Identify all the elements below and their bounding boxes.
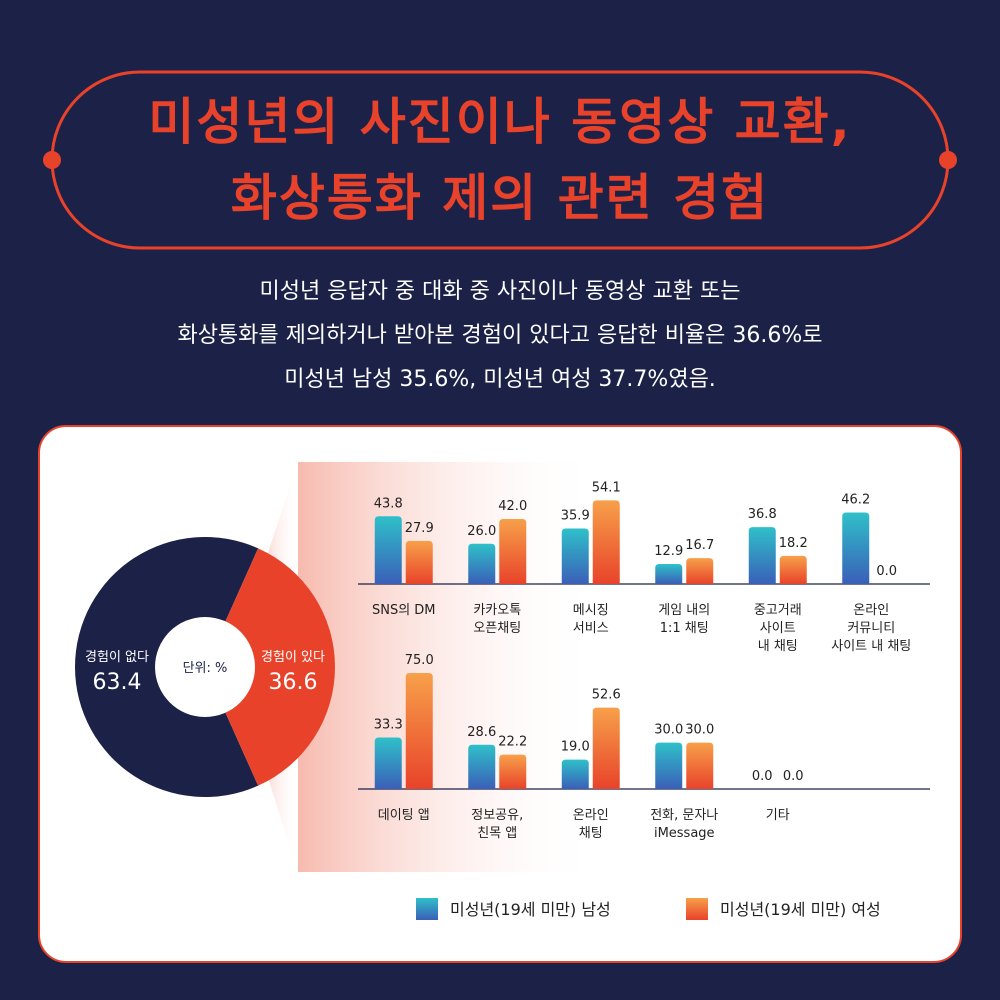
bar-value-label: 35.9	[561, 508, 590, 523]
category-label: 정보공유,	[471, 808, 523, 823]
category-label: 온라인	[573, 808, 609, 823]
category-label: 온라인	[853, 603, 889, 618]
bar-value-label: 0.0	[783, 769, 804, 784]
category-label: 게임 내의	[658, 603, 710, 618]
bar-male	[842, 512, 870, 584]
bar-value-label: 19.0	[561, 740, 590, 755]
bar-female	[686, 558, 714, 584]
pie-slice-label: 경험이 없다	[85, 650, 149, 665]
category-label: 데이팅 앱	[378, 808, 430, 823]
pie-chart: 경험이 없다 63.4 경험이 있다 36.6 단위: %	[74, 537, 335, 797]
bar-male	[374, 516, 402, 584]
category-label: 사이트	[760, 621, 796, 636]
bar-female	[499, 754, 527, 789]
pie-callout-fan-extension	[298, 462, 600, 872]
summary-line-2: 화상통화를 제의하거나 받아본 경험이 있다고 응답한 비율은 36.6%로	[177, 323, 823, 348]
title-frame-right-dot	[939, 151, 957, 169]
bar-female	[592, 500, 620, 584]
category-label: 카카오톡	[473, 603, 521, 618]
bar-value-label: 0.0	[876, 564, 897, 579]
bar-value-label: 16.7	[685, 538, 714, 553]
category-label: 중고거래	[754, 603, 802, 618]
bar-male	[468, 543, 496, 584]
legend-label-male: 미성년(19세 미만) 남성	[450, 900, 611, 919]
category-label: 내 채팅	[758, 639, 798, 654]
category-label: 서비스	[573, 621, 609, 636]
bar-value-label: 42.0	[498, 499, 527, 514]
bar-female	[405, 673, 433, 789]
bar-value-label: 30.0	[685, 723, 714, 738]
pie-center-hole	[155, 617, 255, 717]
pie-center-unit-label: 단위: %	[183, 661, 228, 676]
category-label: 사이트 내 채팅	[831, 639, 911, 654]
bar-female	[592, 707, 620, 789]
pie-slice-value: 36.6	[269, 670, 318, 695]
title-frame	[43, 70, 957, 250]
bar-male	[468, 744, 496, 789]
category-label: 친목 앱	[477, 826, 517, 841]
bar-value-label: 26.0	[467, 524, 496, 539]
category-label: 채팅	[579, 826, 603, 841]
bar-female	[405, 540, 433, 584]
bar-value-label: 27.9	[405, 521, 434, 536]
summary-line-3: 미성년 남성 35.6%, 미성년 여성 37.7%였음.	[284, 367, 716, 392]
pie-slice-label: 경험이 있다	[261, 650, 325, 665]
legend-swatch-male	[416, 898, 438, 920]
category-label: 기타	[766, 808, 790, 823]
page-title-line-2: 화상통화 제의 관련 경험	[230, 169, 770, 227]
bar-value-label: 33.3	[374, 717, 403, 732]
bar-value-label: 43.8	[374, 496, 403, 511]
bar-female	[779, 555, 807, 584]
summary-line-1: 미성년 응답자 중 대화 중 사진이나 동영상 교환 또는	[259, 279, 741, 304]
bar-value-label: 12.9	[654, 544, 683, 559]
bar-value-label: 0.0	[752, 769, 773, 784]
category-label: 1:1 채팅	[660, 621, 709, 636]
pie-slice-value: 63.4	[93, 670, 142, 695]
bar-female	[686, 742, 714, 789]
page-title-line-1: 미성년의 사진이나 동영상 교환,	[148, 93, 852, 151]
legend-swatch-female	[686, 898, 708, 920]
category-label: 메시징	[573, 603, 609, 618]
chart-card: 경험이 없다 63.4 경험이 있다 36.6 단위: % 43.8 27.9 SNS의 D…	[38, 425, 962, 963]
bar-value-label: 28.6	[467, 725, 496, 740]
legend: 미성년(19세 미만) 남성 미성년(19세 미만) 여성	[416, 898, 881, 920]
pie-slice-has-experience	[205, 548, 335, 786]
chart-area: 경험이 없다 63.4 경험이 있다 36.6 단위: % 43.827.9 SNS의 D…	[74, 462, 930, 920]
bar-male	[374, 737, 402, 789]
bar-male	[655, 742, 683, 789]
bar-male	[561, 759, 589, 789]
bar-male	[561, 528, 589, 584]
category-label: iMessage	[654, 826, 715, 841]
bar-female	[499, 519, 527, 584]
category-label: 커뮤니티	[847, 621, 895, 636]
legend-label-female: 미성년(19세 미만) 여성	[720, 900, 881, 919]
bar-value-label: 18.2	[779, 536, 808, 551]
bar-male	[655, 564, 683, 584]
bar-value-label: 22.2	[498, 735, 527, 750]
bar-value-label: 75.0	[405, 653, 434, 668]
bar-value-label: 46.2	[841, 493, 870, 508]
bar-value-label: 54.1	[592, 480, 621, 495]
title-frame-left-dot	[43, 151, 61, 169]
bar-male	[748, 527, 776, 584]
bar-value-label: 30.0	[654, 723, 683, 738]
bar-value-label: 52.6	[592, 688, 621, 703]
category-label: 오픈채팅	[473, 621, 521, 636]
category-label: 전화, 문자나	[650, 808, 718, 823]
category-label: SNS의 DM	[372, 603, 436, 618]
summary-text: 미성년 응답자 중 대화 중 사진이나 동영상 교환 또는 화상통화를 제의하거…	[0, 270, 1000, 402]
bar-value-label: 36.8	[748, 507, 777, 522]
